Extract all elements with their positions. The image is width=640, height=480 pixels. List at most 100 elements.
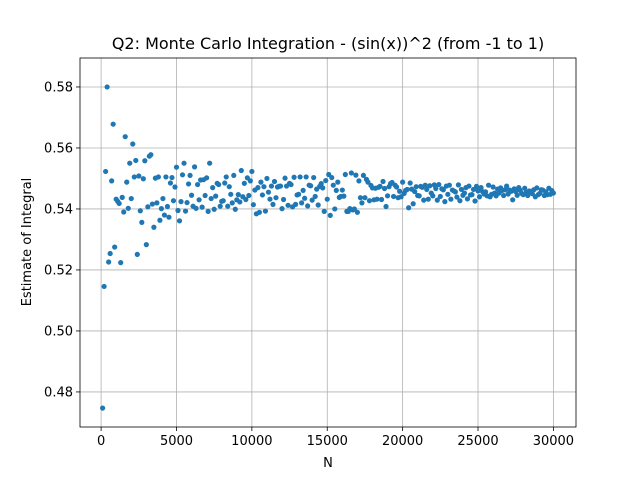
data-point — [424, 186, 430, 193]
data-point — [430, 193, 436, 199]
y-tick-label: 0.50 — [44, 324, 73, 339]
y-tick-label: 0.58 — [44, 80, 73, 95]
data-point — [279, 206, 285, 212]
data-point — [222, 180, 228, 186]
data-point — [309, 197, 315, 203]
data-point — [175, 207, 181, 214]
data-point — [440, 187, 446, 193]
data-point — [178, 199, 184, 205]
data-point — [472, 198, 478, 204]
data-point — [434, 197, 440, 203]
data-points — [100, 84, 556, 411]
data-point — [125, 205, 131, 211]
data-point — [510, 197, 516, 203]
data-point — [357, 195, 364, 201]
data-point — [208, 195, 214, 202]
data-point — [333, 187, 339, 193]
data-point — [271, 178, 278, 185]
data-point — [324, 196, 330, 202]
data-point — [185, 181, 192, 187]
data-point — [267, 196, 273, 202]
data-point — [130, 141, 136, 147]
data-point — [339, 187, 345, 193]
data-point — [285, 202, 291, 208]
data-point — [179, 172, 186, 178]
x-tick-label: 25000 — [457, 434, 498, 449]
data-point — [262, 208, 269, 214]
data-point — [390, 193, 397, 200]
data-point — [100, 405, 106, 411]
data-point — [280, 196, 287, 203]
data-point — [504, 183, 510, 189]
data-point — [107, 250, 113, 257]
data-point — [311, 174, 317, 181]
data-point — [305, 203, 311, 209]
data-point — [136, 173, 142, 179]
y-tick-label: 0.56 — [44, 141, 73, 156]
data-point — [365, 179, 371, 185]
data-point — [406, 205, 412, 211]
data-point — [187, 172, 193, 179]
data-point — [237, 199, 243, 205]
data-point — [412, 188, 418, 195]
data-point — [191, 164, 198, 170]
data-point — [204, 175, 210, 181]
data-point — [300, 187, 306, 193]
data-point — [160, 195, 166, 202]
data-point — [122, 134, 128, 140]
data-point — [118, 260, 124, 266]
data-point — [384, 193, 391, 199]
data-point — [188, 192, 195, 198]
data-point — [241, 180, 247, 186]
x-tick-label: 15000 — [307, 434, 348, 449]
data-point — [161, 212, 168, 218]
data-point — [348, 170, 354, 176]
data-point — [243, 196, 249, 203]
data-point — [341, 193, 347, 199]
data-point — [103, 168, 109, 175]
data-point — [413, 184, 419, 190]
data-point — [110, 121, 116, 127]
data-point — [228, 191, 234, 197]
data-point — [247, 178, 253, 184]
data-point — [202, 192, 208, 199]
data-point — [457, 198, 463, 204]
data-point — [259, 192, 266, 198]
data-point — [184, 199, 190, 206]
data-point — [380, 178, 386, 185]
data-point — [131, 174, 137, 180]
data-point — [223, 174, 229, 180]
data-point — [354, 209, 360, 215]
x-tick-label: 20000 — [382, 434, 423, 449]
data-point — [404, 186, 410, 193]
data-point — [232, 206, 238, 212]
y-tick-label: 0.52 — [44, 263, 73, 278]
data-point — [446, 182, 452, 188]
data-point — [124, 179, 130, 185]
data-point — [356, 178, 362, 184]
data-point — [323, 177, 329, 184]
data-point — [452, 189, 458, 195]
x-tick-label: 0 — [97, 434, 105, 449]
data-point — [116, 200, 122, 207]
data-point — [318, 181, 324, 187]
data-point — [485, 182, 492, 188]
data-point — [416, 193, 422, 199]
data-point — [288, 181, 294, 188]
data-point — [104, 84, 110, 90]
data-point — [196, 197, 202, 203]
data-point — [173, 164, 180, 170]
data-point — [139, 219, 145, 225]
x-axis-ticks: 0 5000 10000 15000 20000 25000 30000 — [97, 427, 574, 449]
data-point — [315, 202, 321, 208]
data-point — [256, 209, 263, 215]
data-point — [163, 174, 169, 180]
data-point — [442, 199, 448, 205]
x-axis-label: N — [323, 456, 333, 471]
data-point — [265, 189, 272, 195]
data-point — [142, 158, 148, 164]
data-point — [217, 203, 223, 209]
data-point — [112, 244, 118, 250]
data-point — [330, 182, 336, 188]
data-point — [167, 180, 174, 186]
